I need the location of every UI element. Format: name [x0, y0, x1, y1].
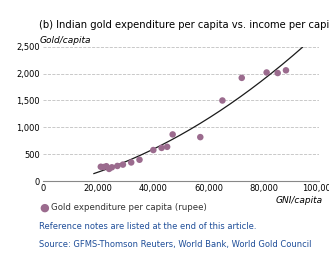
- Gold expenditure per capita (rupee): [129, 160, 134, 164]
- Text: GNI/capita: GNI/capita: [275, 196, 322, 205]
- Gold expenditure per capita (rupee): [198, 135, 203, 139]
- Gold expenditure per capita (rupee): [220, 98, 225, 103]
- Gold expenditure per capita (rupee): [104, 164, 109, 168]
- Gold expenditure per capita (rupee): [137, 158, 142, 162]
- Text: Gold expenditure per capita (rupee): Gold expenditure per capita (rupee): [51, 203, 207, 212]
- Text: (b) Indian gold expenditure per capita vs. income per capita: (b) Indian gold expenditure per capita v…: [39, 20, 329, 30]
- Gold expenditure per capita (rupee): [164, 145, 170, 149]
- Text: Source: GFMS-Thomson Reuters, World Bank, World Gold Council: Source: GFMS-Thomson Reuters, World Bank…: [39, 240, 312, 249]
- Text: Reference notes are listed at the end of this article.: Reference notes are listed at the end of…: [39, 222, 257, 231]
- Gold expenditure per capita (rupee): [264, 70, 269, 75]
- Gold expenditure per capita (rupee): [107, 167, 112, 171]
- Gold expenditure per capita (rupee): [170, 132, 175, 136]
- Gold expenditure per capita (rupee): [120, 163, 126, 167]
- Text: Gold/capita: Gold/capita: [39, 36, 91, 45]
- Text: ●: ●: [39, 202, 49, 212]
- Gold expenditure per capita (rupee): [115, 164, 120, 168]
- Gold expenditure per capita (rupee): [275, 71, 280, 75]
- Gold expenditure per capita (rupee): [239, 76, 244, 80]
- Gold expenditure per capita (rupee): [109, 165, 114, 169]
- Gold expenditure per capita (rupee): [283, 68, 289, 73]
- Gold expenditure per capita (rupee): [159, 146, 164, 150]
- Gold expenditure per capita (rupee): [101, 165, 106, 169]
- Gold expenditure per capita (rupee): [151, 148, 156, 152]
- Gold expenditure per capita (rupee): [98, 165, 103, 169]
